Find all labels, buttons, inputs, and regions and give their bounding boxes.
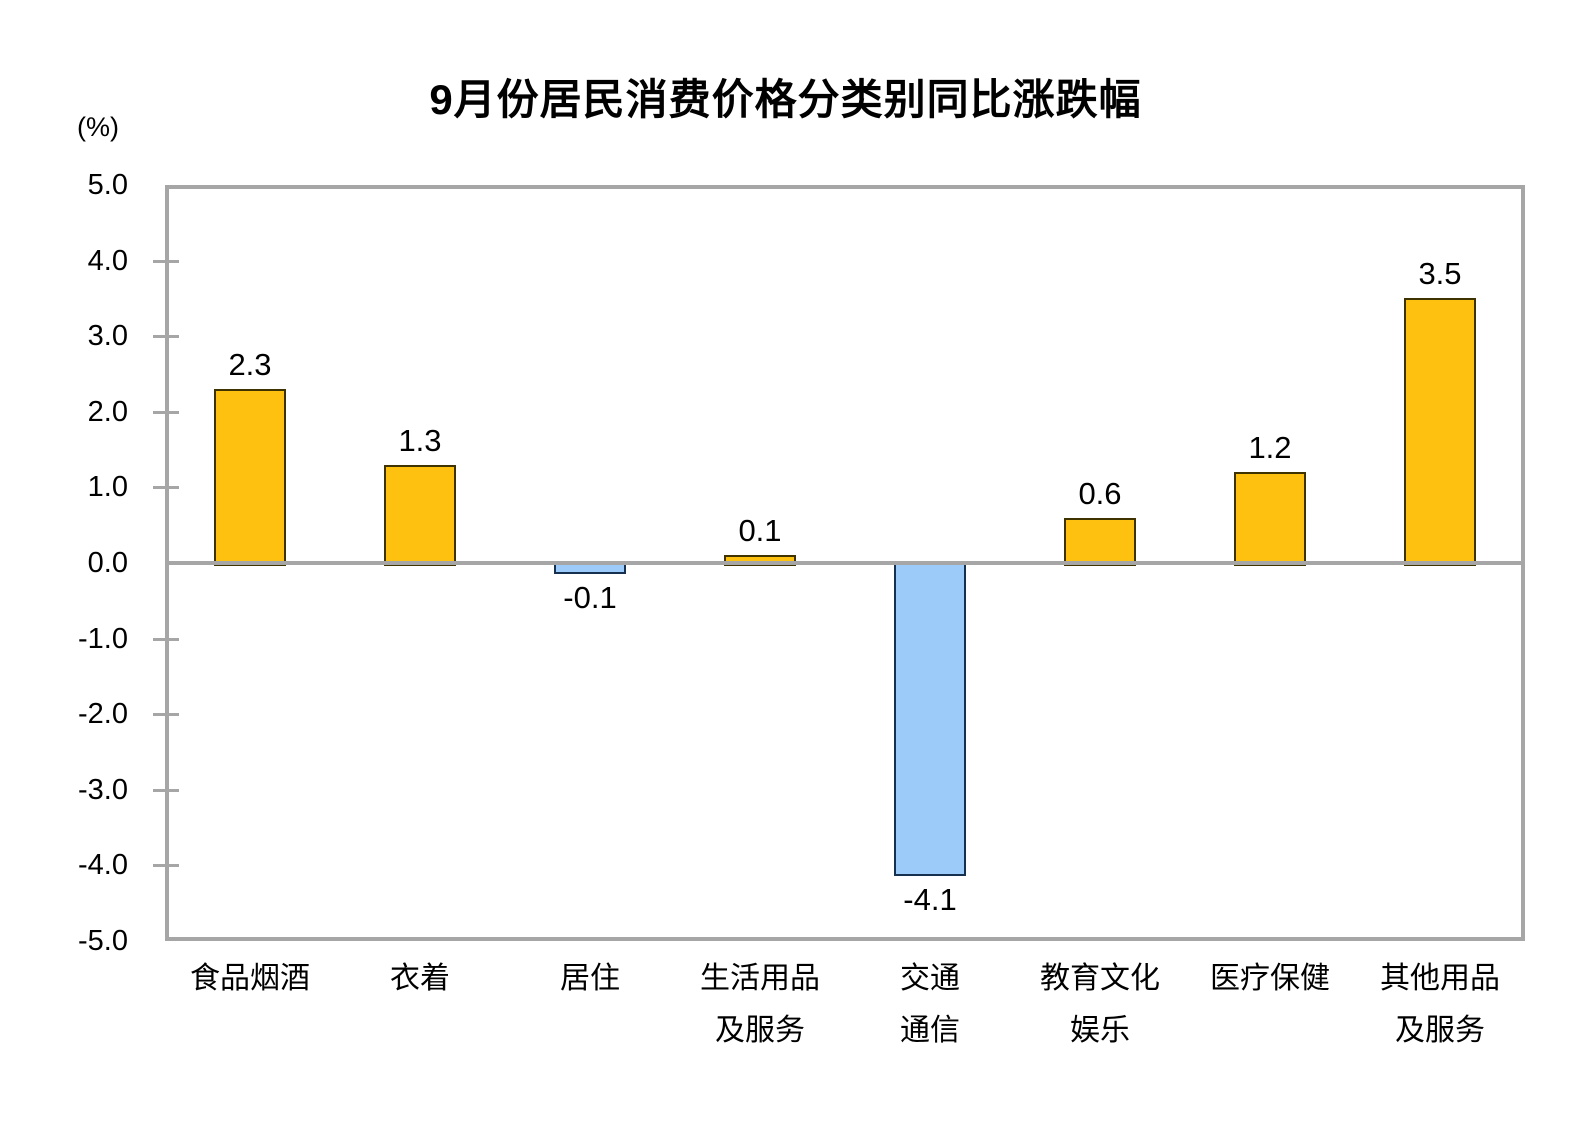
bar-household-goods-services — [724, 555, 796, 566]
bar-healthcare — [1234, 472, 1306, 566]
x-category-label-housing: 居住 — [560, 962, 620, 995]
y-tick-label: -2.0 — [78, 698, 128, 731]
bar-food-tobacco-alcohol — [214, 389, 286, 566]
y-tick-label: 1.0 — [87, 471, 128, 504]
y-tick-mark — [153, 713, 179, 717]
y-tick-mark — [153, 410, 179, 414]
x-category-label-education-culture-entertainment: 教育文化 娱乐 — [1040, 962, 1160, 1047]
zero-axis-line — [165, 561, 1525, 565]
y-tick-label: 4.0 — [87, 244, 128, 277]
y-tick-label: 5.0 — [87, 169, 128, 201]
x-category-label-clothing: 衣着 — [390, 962, 450, 995]
bar-transport-communication — [894, 563, 966, 876]
y-tick-mark — [153, 788, 179, 792]
bar-clothing — [384, 464, 456, 566]
y-tick-label: -3.0 — [78, 773, 128, 806]
x-category-label-other-goods-services: 其他用品 及服务 — [1380, 962, 1500, 1047]
x-category-label-household-goods-services: 生活用品 及服务 — [700, 962, 820, 1047]
y-tick-label: 3.0 — [87, 320, 128, 353]
bar-value-label: 1.3 — [398, 422, 442, 458]
bar-education-culture-entertainment — [1064, 517, 1136, 566]
y-tick-mark — [153, 486, 179, 490]
bar-value-label: 0.6 — [1078, 475, 1122, 511]
bar-value-label: 2.3 — [228, 347, 272, 383]
x-category-label-transport-communication: 交通 通信 — [900, 962, 960, 1047]
bar-value-label: 3.5 — [1418, 256, 1462, 292]
bar-value-label: 1.2 — [1248, 430, 1292, 466]
bar-value-label: -4.1 — [903, 881, 957, 917]
y-axis-unit-label: (%) — [77, 112, 119, 142]
y-tick-mark — [153, 335, 179, 339]
y-tick-mark — [153, 637, 179, 641]
bar-value-label: -0.1 — [563, 579, 617, 615]
y-tick-label: 2.0 — [87, 395, 128, 428]
y-tick-label: -5.0 — [78, 925, 128, 957]
bar-other-goods-services — [1404, 298, 1476, 566]
y-tick-label: -4.0 — [78, 849, 128, 882]
x-category-label-healthcare: 医疗保健 — [1210, 962, 1330, 995]
y-tick-mark — [153, 864, 179, 868]
y-tick-label: -1.0 — [78, 622, 128, 655]
y-tick-mark — [153, 259, 179, 263]
y-tick-label: 0.0 — [87, 547, 128, 579]
bar-value-label: 0.1 — [738, 513, 782, 549]
x-category-label-food-tobacco-alcohol: 食品烟酒 — [190, 962, 310, 995]
chart-title: 9月份居民消费价格分类别同比涨跌幅 — [429, 76, 1142, 123]
